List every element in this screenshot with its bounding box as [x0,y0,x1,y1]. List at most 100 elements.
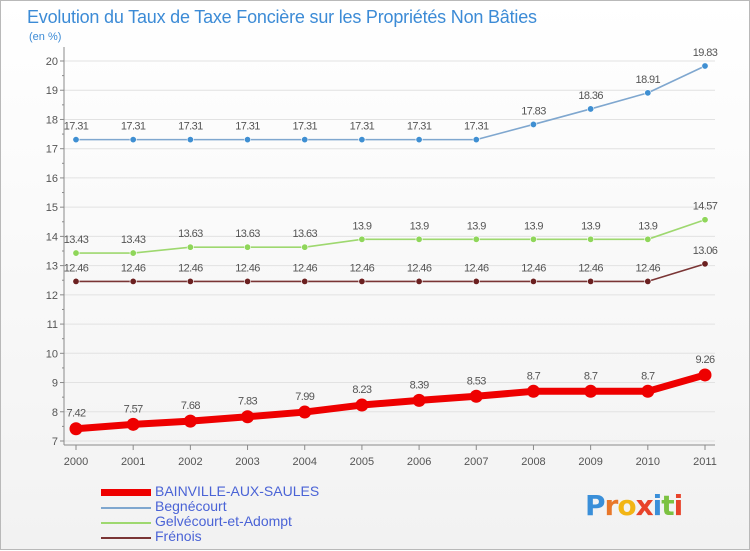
legend-label-gelvecourt: Gelvécourt-et-Adompt [155,513,292,529]
data-point [529,277,537,285]
y-tick-label: 8 [52,407,58,419]
x-tick-label: 2008 [521,456,545,468]
data-point [698,368,712,382]
y-tick-label: 13 [46,261,58,273]
legend-label-bainville: BAINVILLE-AUX-SAULES [155,483,320,499]
data-label: 8.7 [584,370,598,382]
data-label: 7.57 [124,403,143,415]
logo-letter: o [617,489,636,522]
data-label: 13.9 [581,220,600,232]
data-point [358,235,366,243]
data-point [415,235,423,243]
data-label: 19.83 [693,47,718,59]
data-label: 17.31 [235,121,260,133]
data-point [244,277,252,285]
logo-letter: r [604,489,619,522]
data-label: 17.31 [292,121,317,133]
data-label: 17.31 [407,121,432,133]
logo-letter: P [585,489,606,522]
legend-item-begnecourt: Begnécourt [101,498,361,515]
y-tick-label: 19 [46,85,58,97]
data-point [241,410,255,424]
x-tick-label: 2006 [407,456,431,468]
data-label: 17.31 [64,121,89,133]
legend-label-begnecourt: Begnécourt [155,498,227,514]
data-point [701,216,709,224]
y-tick-label: 17 [46,144,58,156]
x-tick-label: 2003 [235,456,259,468]
series-line [75,263,706,283]
legend-item-bainville: BAINVILLE-AUX-SAULES [101,483,361,500]
data-label: 8.7 [641,370,655,382]
data-point [126,417,140,431]
logo-letter: i [673,489,684,522]
data-label: 13.9 [638,220,657,232]
data-label: 8.7 [527,370,541,382]
data-point [701,260,709,268]
chart-title: Evolution du Taux de Taxe Foncière sur l… [27,7,537,27]
data-point [644,89,652,97]
data-label: 12.46 [521,262,546,274]
series-line [72,371,709,433]
data-label: 12.46 [636,262,661,274]
x-tick-label: 2000 [64,456,88,468]
data-point [186,136,194,144]
x-tick-label: 2001 [121,456,145,468]
legend-label-frenois: Frénois [155,528,202,544]
data-point [298,405,312,419]
data-point [301,243,309,251]
data-label: 9.26 [695,354,714,366]
data-point [587,105,595,113]
x-tick-label: 2007 [464,456,488,468]
data-point [472,235,480,243]
y-tick-label: 18 [46,114,58,126]
legend-item-gelvecourt: Gelvécourt-et-Adompt [101,513,361,530]
data-label: 12.46 [178,262,203,274]
data-label: 17.83 [521,105,546,117]
logo-letter: t [661,489,674,522]
data-label: 17.31 [464,121,489,133]
data-point [587,235,595,243]
data-label: 17.31 [350,121,375,133]
data-label: 13.63 [235,228,260,240]
data-label: 12.46 [121,262,146,274]
data-point [301,136,309,144]
x-tick-label: 2005 [350,456,374,468]
data-label: 17.31 [178,121,203,133]
x-tick-label: 2002 [178,456,202,468]
data-label: 18.91 [636,74,661,86]
data-point [415,277,423,285]
data-label: 12.46 [292,262,317,274]
data-point [358,277,366,285]
data-point [472,277,480,285]
data-label: 12.46 [235,262,260,274]
y-tick-label: 11 [47,319,58,331]
data-label: 7.42 [66,408,85,420]
data-point [641,384,655,398]
data-point [301,277,309,285]
data-label: 13.9 [352,220,371,232]
data-label: 12.46 [578,262,603,274]
data-label: 13.9 [524,220,543,232]
data-point [355,398,369,412]
data-point [72,277,80,285]
legend-swatch-bainville [101,489,151,496]
proxiti-logo: Proxiti [585,489,684,522]
x-tick-label: 2011 [693,456,717,468]
data-point [129,249,137,257]
y-tick-label: 7 [52,436,58,448]
data-point [587,277,595,285]
data-point [186,277,194,285]
data-point [415,136,423,144]
data-label: 13.43 [64,234,89,246]
y-axis-unit: (en %) [29,31,62,43]
data-point [244,243,252,251]
data-label: 12.46 [407,262,432,274]
data-point [529,120,537,128]
data-point [644,277,652,285]
series-line [75,65,706,141]
data-point [469,389,483,403]
data-label: 13.63 [178,228,203,240]
data-label: 18.36 [578,90,603,102]
legend-swatch-begnecourt [101,507,151,509]
